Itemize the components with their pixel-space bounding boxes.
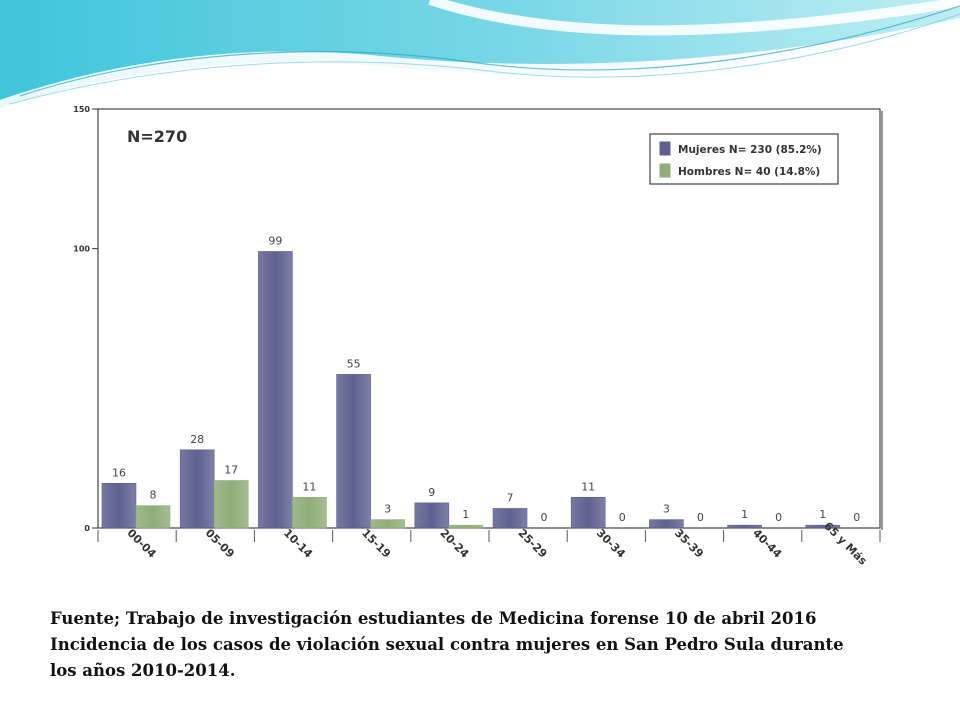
legend-label-hombres: Hombres N= 40 (14.8%) [678,166,820,178]
bar-value-label: 99 [268,234,282,247]
caption-line-2: Incidencia de los casos de violación sex… [50,635,844,654]
x-tick-label: 10-14 [281,526,315,560]
bar-value-label: 8 [150,489,157,502]
legend-label-mujeres: Mujeres N= 230 (85.2%) [678,144,822,156]
bar-hombres [292,496,327,529]
bar-value-label: 1 [462,508,469,521]
bar-value-label: 1 [741,508,748,521]
x-tick-label: 15-19 [359,526,393,560]
x-tick-label: 00-04 [125,526,159,560]
chart-legend: Mujeres N= 230 (85.2%) Hombres N= 40 (14.… [649,133,839,185]
bar-value-label: 0 [619,511,626,524]
bar-value-label: 11 [581,480,595,493]
bar-mujeres [179,449,215,529]
bar-mujeres [101,483,137,529]
bar-hombres [135,505,171,529]
bar-value-label: 0 [775,511,782,524]
bar-value-label: 0 [541,511,548,524]
decorative-wave-header [0,0,960,108]
bar-mujeres [649,519,684,529]
x-tick-label: 40-44 [750,526,784,560]
bar-hombres [213,480,249,529]
bar-mujeres [492,508,528,529]
legend-swatch-hombres [659,163,671,178]
chart-title: N=270 [127,127,187,146]
x-tick-label: 05-09 [203,526,237,560]
caption-line-1: Fuente; Trabajo de investigación estudia… [50,609,817,628]
caption-line-3: los años 2010-2014. [50,661,236,680]
x-tick-label: 30-34 [594,526,628,560]
bar-mujeres [727,524,762,529]
bar-mujeres [258,251,293,529]
bar-mujeres [570,496,606,529]
y-tick-label: 150 [73,105,90,114]
bar-value-label: 3 [384,503,391,516]
bar-value-label: 1 [819,508,826,521]
x-tick-label: 25-29 [516,526,550,560]
bar-value-label: 16 [112,466,126,479]
bar-value-label: 7 [507,491,514,504]
bar-chart: 00-04 05-09 10-14 15-19 20-24 25-29 30-34 35-39… [73,105,883,568]
chart-panel: 00-04 05-09 10-14 15-19 20-24 25-29 30-34 35-39… [42,96,888,598]
plot-frame [97,108,881,529]
bar-value-label: 0 [697,511,704,524]
bar-hombres [370,519,405,529]
bar-value-label: 9 [428,486,435,499]
bar-mujeres [414,502,450,529]
bar-value-label: 11 [302,480,316,493]
x-tick-label: 65 y Más [821,519,869,567]
bar-value-label: 17 [224,464,238,477]
x-tick-label: 35-39 [672,526,706,560]
bar-value-label: 55 [347,357,361,370]
y-tick-label: 0 [84,524,90,533]
bar-value-label: 3 [663,503,670,516]
legend-swatch-mujeres [659,141,671,156]
bar-mujeres [805,524,841,529]
y-tick-label: 100 [73,245,90,254]
bar-mujeres [336,374,371,529]
bar-value-label: 28 [190,433,204,446]
legend-box [649,133,839,185]
x-tick-label: 20-24 [437,526,471,560]
bar-value-label: 0 [853,511,860,524]
bar-hombres [448,524,484,529]
